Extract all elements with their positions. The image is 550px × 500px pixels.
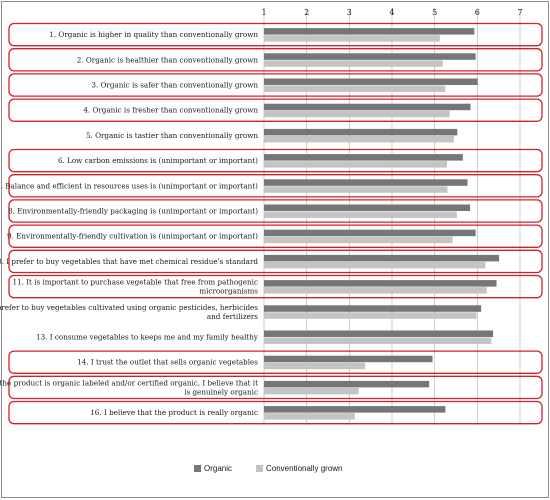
- category-label: 7. Balance and efficient in resources us…: [0, 181, 258, 190]
- bar: [264, 204, 471, 211]
- highlight-box: [8, 375, 543, 400]
- bar: [264, 330, 494, 337]
- category-label: 1. Organic is higher in quality than con…: [49, 30, 258, 39]
- bar: [264, 229, 476, 237]
- highlight-box: [8, 73, 543, 97]
- highlight-box: [8, 148, 543, 173]
- x-tick-label: 3: [347, 8, 352, 17]
- category-label: 10. I prefer to buy vegetables that have…: [0, 257, 258, 266]
- highlight-box: [8, 350, 543, 374]
- bar: [264, 211, 457, 218]
- bar: [264, 154, 463, 161]
- bar: [264, 280, 497, 287]
- bar: [264, 355, 433, 363]
- bar: [264, 261, 486, 269]
- x-tick-label: 6: [475, 8, 480, 17]
- highlight-box: [8, 22, 543, 47]
- bar: [264, 380, 430, 388]
- highlight-box: [8, 199, 543, 223]
- bar: [264, 35, 440, 42]
- category-label: 2. Organic is healthier than conventiona…: [77, 55, 259, 64]
- category-label: is genuinely organic: [184, 387, 258, 396]
- category-label: 16. I believe that the product is really…: [90, 408, 258, 417]
- x-tick-label: 2: [304, 8, 309, 17]
- x-tick-label: 1: [261, 8, 266, 17]
- bar: [264, 362, 366, 370]
- bar: [264, 161, 448, 168]
- bar: [264, 337, 492, 344]
- x-tick-label: 5: [432, 8, 437, 17]
- highlight-box: [8, 48, 543, 72]
- category-label: 11. It is important to purchase vegetabl…: [13, 278, 259, 287]
- highlight-box: [8, 400, 543, 425]
- legend-label: Organic: [204, 464, 232, 473]
- bar: [264, 28, 475, 35]
- category-label: microorganisms: [199, 287, 258, 296]
- category-label: 14. I trust the outlet that sells organi…: [77, 358, 258, 367]
- bar: [264, 78, 478, 85]
- bar: [264, 186, 448, 193]
- x-tick-label: 7: [517, 8, 522, 17]
- bar: [264, 179, 468, 186]
- bar: [264, 85, 446, 92]
- bar: [264, 236, 453, 244]
- bar: [264, 110, 450, 118]
- category-label: 13. I consume vegetables to keeps me and…: [36, 333, 259, 342]
- bar: [264, 387, 359, 395]
- category-label: 15. If the product is organic labeled an…: [0, 378, 258, 387]
- category-label: 5. Organic is tastier than conventionall…: [86, 131, 258, 140]
- legend-label: Conventionally grown: [266, 464, 343, 473]
- bar: [264, 103, 471, 111]
- highlight-box: [8, 224, 543, 248]
- bar: [264, 53, 476, 60]
- legend-swatch: [194, 465, 201, 472]
- category-label: 3. Organic is safer than conventionally …: [91, 81, 258, 90]
- category-label: 6. Low carbon emissions is (unimportant …: [58, 156, 258, 165]
- category-label: and fertilizers: [207, 312, 258, 321]
- highlight-box: [8, 98, 543, 122]
- highlight-box: [8, 249, 543, 274]
- legend-swatch: [256, 465, 263, 472]
- highlight-box: [8, 174, 543, 198]
- bar: [264, 305, 482, 312]
- bar: [264, 128, 458, 136]
- category-label: 8. Environmentally-friendly packaging is…: [8, 207, 258, 216]
- bar: [264, 254, 500, 262]
- bar: [264, 287, 487, 294]
- category-label: 4. Organic is fresher than conventionall…: [83, 106, 258, 115]
- bar: [264, 135, 454, 143]
- x-tick-label: 4: [389, 8, 394, 17]
- bar: [264, 312, 477, 319]
- category-label: 12. I prefer to buy vegetables cultivate…: [0, 303, 258, 312]
- bar: [264, 413, 355, 420]
- bar: [264, 60, 443, 67]
- category-label: 9. Environmentally-friendly cultivation …: [7, 232, 258, 241]
- bar: [264, 406, 446, 413]
- highlight-box: [8, 274, 543, 299]
